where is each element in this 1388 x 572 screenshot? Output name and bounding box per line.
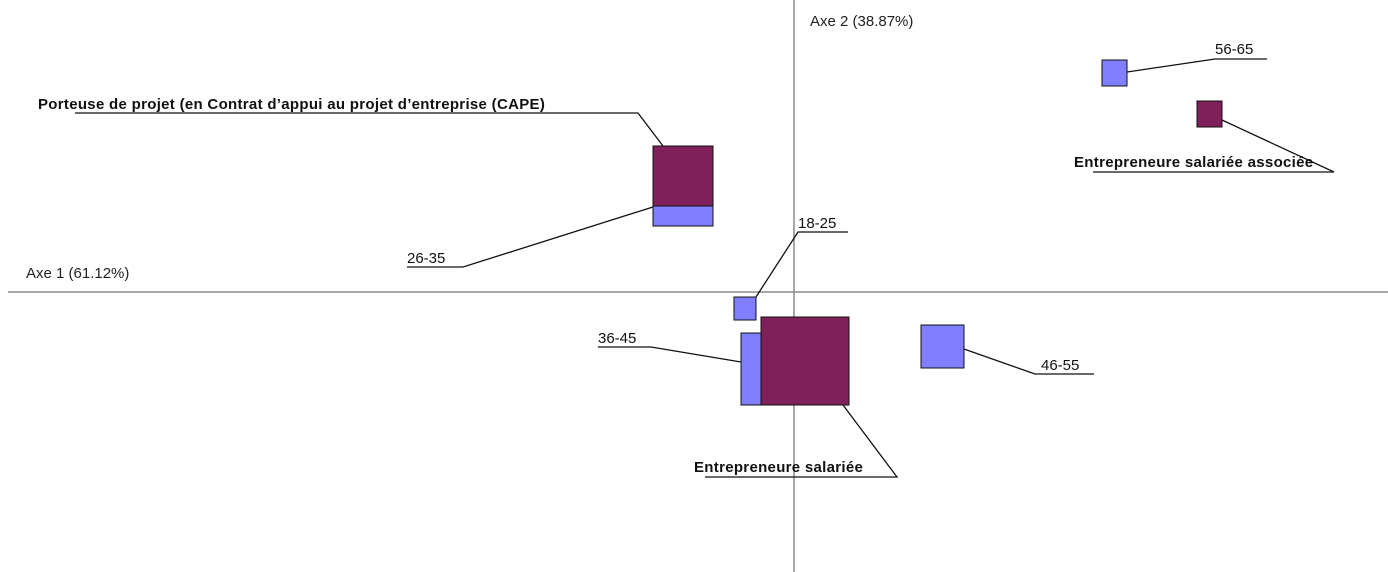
label-56-65: 56-65	[1215, 41, 1253, 58]
label-entrepreneure-salariee: Entrepreneure salariée	[694, 459, 863, 476]
leader-46-55	[963, 348, 1094, 375]
y-axis-label: Axe 2 (38.87%)	[810, 13, 913, 30]
mark-46-55	[920, 324, 965, 369]
point-entrepreneure-salariee-associee: Entrepreneure salariée associée	[1074, 100, 1335, 173]
label-26-35: 26-35	[407, 250, 445, 267]
mark-18-25	[733, 296, 757, 321]
point-46-55: 46-55	[920, 324, 1094, 375]
mark-entrepreneure-salariee-associee	[1196, 100, 1223, 128]
point-porteuse-de-projet: Porteuse de projet (en Contrat d’appui a…	[38, 96, 714, 207]
mark-56-65	[1101, 59, 1128, 87]
label-entrepreneure-salariee-associee: Entrepreneure salariée associée	[1074, 154, 1313, 171]
point-56-65: 56-65	[1101, 41, 1267, 87]
mark-entrepreneure-salariee	[760, 316, 850, 406]
chart-marks: 18-25 26-35 Porteuse de projet (en Contr…	[38, 41, 1335, 478]
mark-26-35	[652, 204, 714, 227]
leader-36-45	[598, 346, 742, 363]
label-porteuse-de-projet: Porteuse de projet (en Contrat d’appui a…	[38, 96, 545, 113]
point-26-35: 26-35	[407, 204, 714, 268]
leader-56-65	[1126, 58, 1267, 73]
label-36-45: 36-45	[598, 330, 636, 347]
mark-porteuse-de-projet	[652, 145, 714, 207]
x-axis-label: Axe 1 (61.12%)	[26, 265, 129, 282]
point-18-25: 18-25	[733, 215, 848, 321]
label-46-55: 46-55	[1041, 357, 1079, 374]
point-36-45: 36-45	[598, 330, 767, 406]
leader-26-35	[407, 206, 654, 268]
leader-entrepreneure-salariee-associee	[1093, 119, 1335, 173]
leader-entrepreneure-salariee	[705, 404, 899, 478]
label-18-25: 18-25	[798, 215, 836, 232]
point-entrepreneure-salariee: Entrepreneure salariée	[694, 316, 899, 478]
leader-porteuse-de-projet	[75, 112, 664, 147]
leader-18-25	[755, 231, 848, 298]
